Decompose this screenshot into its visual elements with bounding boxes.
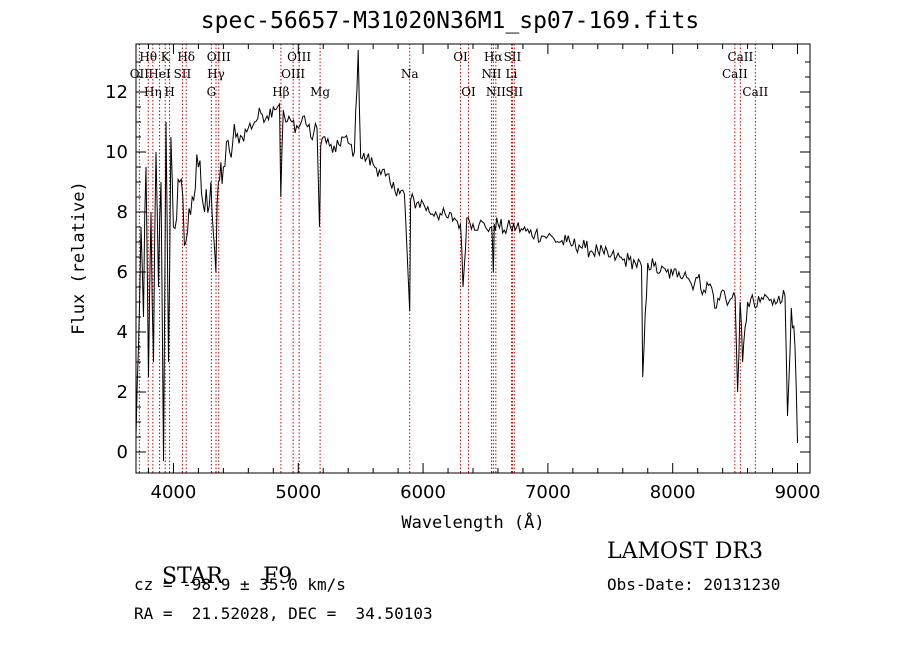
- line-label-14: Mg: [310, 85, 330, 99]
- x-tick-label-3: 7000: [525, 482, 571, 503]
- object-subclass: F9: [262, 564, 293, 589]
- x-tick-label-0: 4000: [151, 482, 197, 503]
- chart-title: spec-56657-M31020N36M1_sp07-169.fits: [200, 8, 700, 34]
- line-label-16: OI: [453, 50, 468, 64]
- x-tick-label-4: 8000: [650, 482, 696, 503]
- obs-date: Obs-Date: 20131230: [607, 575, 781, 594]
- line-label-9: Hγ: [207, 67, 225, 81]
- line-label-0: OII: [130, 67, 150, 81]
- plot-frame: [135, 43, 811, 474]
- redshift-cz: cz = -98.9 ± 35.0 km/s: [134, 575, 346, 594]
- line-label-19: Hα: [484, 50, 503, 64]
- line-label-22: SII: [504, 50, 522, 64]
- line-label-6: SII: [174, 67, 192, 81]
- line-label-3: HeI: [148, 67, 171, 81]
- y-tick-label-4: 8: [117, 202, 128, 223]
- x-tick-label-1: 5000: [275, 482, 321, 503]
- line-label-15: Na: [401, 67, 419, 81]
- line-label-8: G: [207, 85, 217, 99]
- line-label-11: Hβ: [272, 85, 289, 99]
- line-label-12: OIII: [281, 67, 305, 81]
- y-tick-label-3: 6: [117, 262, 128, 283]
- y-tick-label-1: 2: [117, 382, 128, 403]
- line-label-1: Hθ: [139, 50, 157, 64]
- x-tick-label-5: 9000: [775, 482, 821, 503]
- line-label-18: NII: [481, 67, 501, 81]
- line-labels: OIIHθHηHeIKHSIIHδGHγOIIIHβOIIIOIIIMgNaOI…: [130, 50, 769, 99]
- line-label-7: Hδ: [177, 50, 195, 64]
- y-axis-label: Flux (relative): [69, 181, 89, 335]
- ra-dec: RA = 21.52028, DEC = 34.50103: [134, 604, 433, 623]
- y-tick-label-2: 4: [117, 322, 128, 343]
- line-label-21: Li: [506, 67, 518, 81]
- line-label-4: K: [161, 50, 171, 64]
- emission-line-markers: [138, 44, 756, 473]
- line-label-23: SII: [505, 85, 523, 99]
- line-label-10: OIII: [207, 50, 231, 64]
- y-tick-label-5: 10: [105, 142, 128, 163]
- survey-name: LAMOST DR3: [607, 539, 763, 564]
- line-label-24: CaII: [722, 67, 748, 81]
- x-axis-label: Wavelength (Å): [401, 511, 544, 533]
- line-label-5: H: [164, 85, 174, 99]
- y-tick-label-6: 12: [105, 82, 128, 103]
- line-label-2: Hη: [144, 85, 162, 99]
- line-label-26: CaII: [742, 85, 768, 99]
- spectrum-line: [135, 49, 798, 462]
- line-label-13: OIII: [287, 50, 311, 64]
- line-label-17: OI: [461, 85, 476, 99]
- x-tick-label-2: 6000: [400, 482, 446, 503]
- axis-ticks: 4000 5000 6000 7000 8000 9000 0 2 4 6 8 10 12: [105, 44, 820, 503]
- line-label-20: NII: [486, 85, 506, 99]
- y-tick-label-0: 0: [117, 442, 128, 463]
- object-class: STAR: [161, 564, 223, 589]
- line-label-25: CaII: [727, 50, 753, 64]
